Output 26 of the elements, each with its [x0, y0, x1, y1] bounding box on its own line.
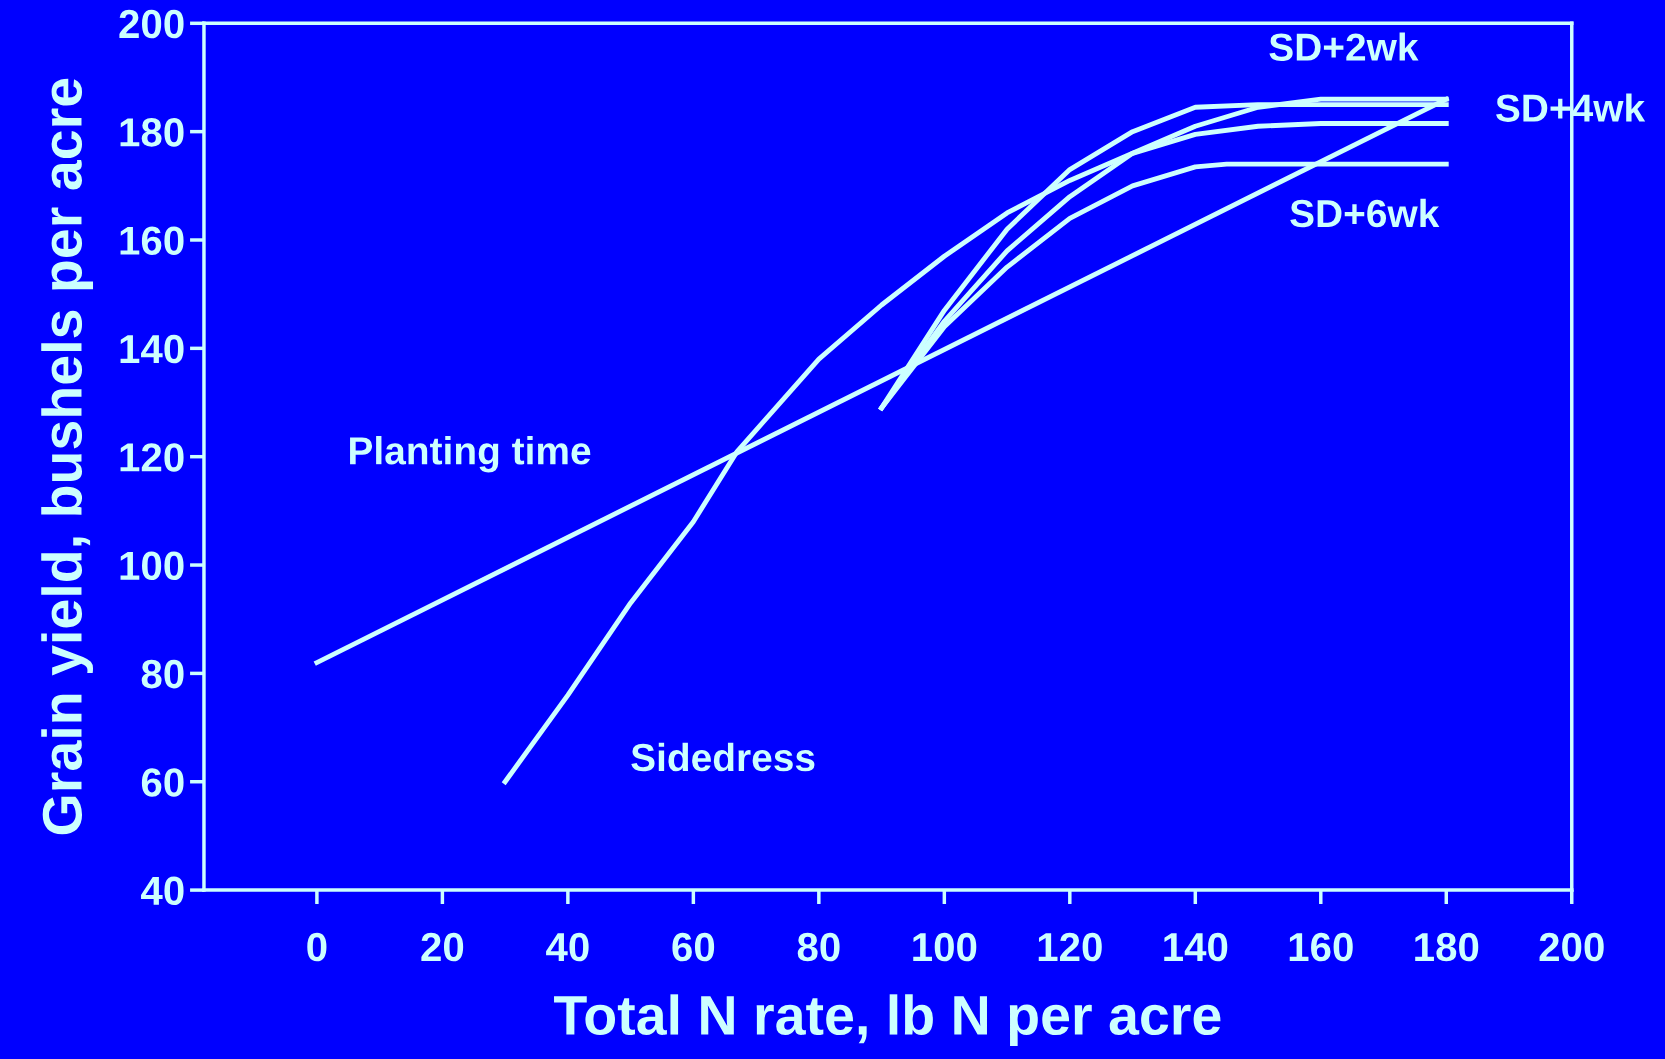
- x-tick-label: 60: [672, 932, 715, 962]
- series-label: Planting time: [350, 436, 591, 473]
- series-label: SD+2wk: [1269, 32, 1419, 61]
- x-tick-label: 40: [546, 932, 589, 962]
- series-label: SD+6wk: [1290, 198, 1440, 228]
- y-tick-label: 80: [141, 659, 184, 689]
- y-tick-label: 100: [120, 551, 184, 581]
- y-tick-label: 200: [119, 9, 184, 39]
- x-tick-label: 200: [1539, 932, 1604, 962]
- x-tick-label: 160: [1289, 932, 1353, 962]
- y-axis-title: Grain yield, bushels per acre: [41, 78, 94, 835]
- x-axis-title: Total N rate, lb N per acre: [554, 994, 1221, 1047]
- x-tick-label: 180: [1415, 932, 1479, 962]
- y-tick-label: 160: [120, 226, 184, 255]
- x-tick-label: 80: [797, 932, 840, 962]
- y-tick-label: 60: [141, 768, 184, 797]
- y-tick-label: 40: [141, 876, 184, 906]
- y-tick-label: 180: [120, 118, 184, 147]
- x-tick-label: 20: [421, 932, 464, 962]
- text: Sidedress: [631, 742, 815, 772]
- x-tick-label: 140: [1164, 932, 1228, 962]
- y-tick-label: 120: [120, 443, 184, 472]
- x-tick-label: 100: [913, 932, 977, 962]
- y-tick-label: 140: [120, 334, 184, 364]
- x-tick-label: 120: [1038, 932, 1102, 962]
- x-tick-label: 0: [307, 932, 327, 962]
